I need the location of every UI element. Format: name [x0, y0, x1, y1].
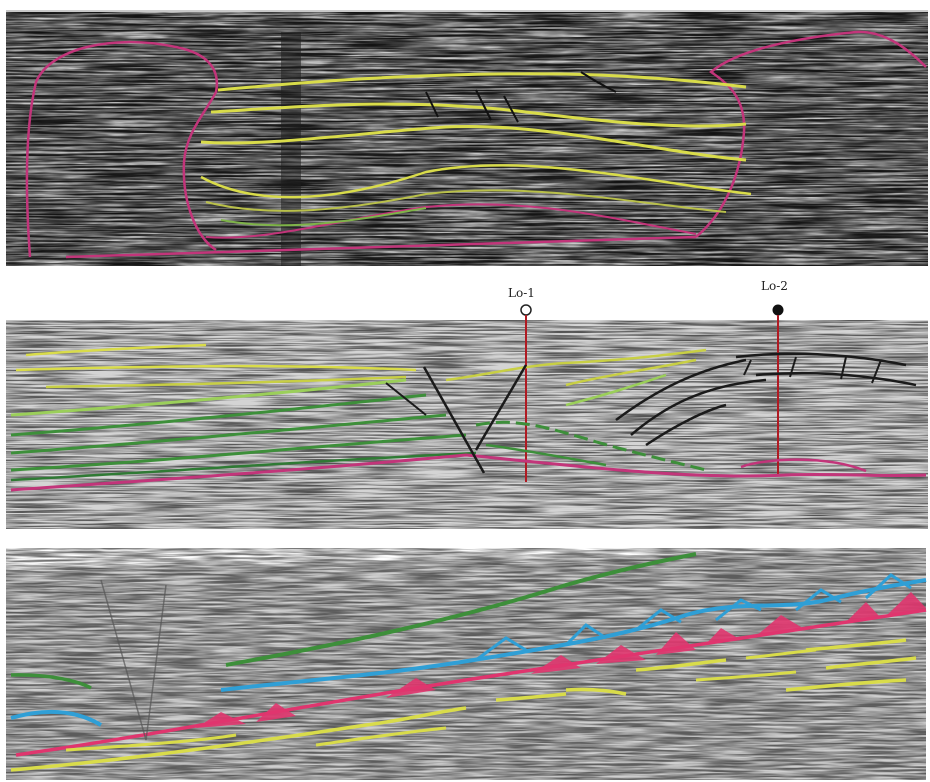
fault-7	[871, 359, 882, 384]
seismic-noise	[6, 12, 928, 266]
yellow-horizon-2	[65, 733, 237, 752]
yellow-horizon-4	[495, 658, 727, 702]
fault-5	[789, 356, 797, 378]
yellow-horizon-right-1	[445, 348, 707, 382]
seismic-section-middle-svg: Lo-1 Lo-2	[6, 275, 928, 529]
light-green-horizon-right	[565, 373, 667, 407]
fault-2	[475, 89, 492, 121]
fault-1	[425, 91, 439, 118]
yellow-horizon-3	[45, 375, 407, 389]
well-lo2-filled-circle-icon	[772, 304, 784, 316]
seismic-section-bottom-svg	[6, 540, 928, 780]
base-salt-horizon	[65, 235, 697, 259]
pink-horizon-inner	[205, 203, 697, 239]
yellow-horizon-2	[210, 102, 747, 128]
dark-reflector-3	[645, 403, 727, 447]
yellow-horizon-4	[200, 164, 752, 199]
yellow-horizon-right-2	[565, 358, 697, 387]
dark-trace-band	[281, 32, 301, 266]
well-label-lo1: Lo-1	[508, 286, 535, 300]
fault-6	[840, 356, 847, 380]
yellow-horizon-3	[315, 726, 447, 747]
seismic-section-bottom	[6, 540, 928, 780]
fault-3	[385, 382, 427, 416]
green-horizon-5	[485, 443, 607, 467]
fault-4	[580, 71, 617, 93]
blue-horizon	[10, 578, 927, 727]
yellow-horizon-1	[10, 706, 467, 772]
green-horizon-top	[220, 207, 427, 227]
dark-reflector-2	[630, 378, 767, 436]
pink-fill-wedges	[196, 592, 926, 728]
seismic-section-top	[6, 10, 928, 266]
fault-v-trough	[100, 579, 167, 741]
yellow-horizon-2	[15, 364, 417, 372]
light-green-horizon-1	[10, 378, 407, 417]
green-horizon-3	[10, 433, 467, 472]
yellow-horizon-1	[25, 343, 207, 357]
green-horizon-2	[10, 673, 92, 690]
dark-reflector-5	[755, 371, 917, 387]
fault-1	[422, 366, 486, 474]
dark-reflector-1	[615, 358, 747, 422]
yellow-horizon-1	[217, 72, 747, 92]
salt-body-right	[695, 30, 927, 238]
fault-3	[503, 95, 519, 123]
fault-4	[743, 359, 752, 376]
yellow-horizon-5	[205, 189, 727, 213]
well-label-lo2: Lo-2	[761, 279, 788, 293]
green-horizon-dashed	[475, 420, 707, 472]
green-horizon-2	[10, 413, 447, 455]
green-horizon-1	[225, 552, 697, 667]
well-lo1-open-circle-icon	[520, 304, 532, 316]
pink-lens	[740, 458, 867, 473]
seismic-section-top-svg	[6, 12, 928, 266]
dark-reflector-4	[735, 352, 907, 367]
pink-base-horizon	[10, 453, 927, 492]
yellow-horizon-3	[200, 124, 747, 162]
yellow-horizon-6	[785, 638, 917, 692]
salt-body-left	[25, 40, 219, 258]
blue-horizon-segments	[475, 573, 912, 662]
green-horizon-4	[10, 451, 477, 482]
fault-2	[474, 364, 528, 451]
green-horizon-1	[10, 393, 427, 437]
seismic-section-middle: Lo-1 Lo-2	[6, 275, 928, 529]
